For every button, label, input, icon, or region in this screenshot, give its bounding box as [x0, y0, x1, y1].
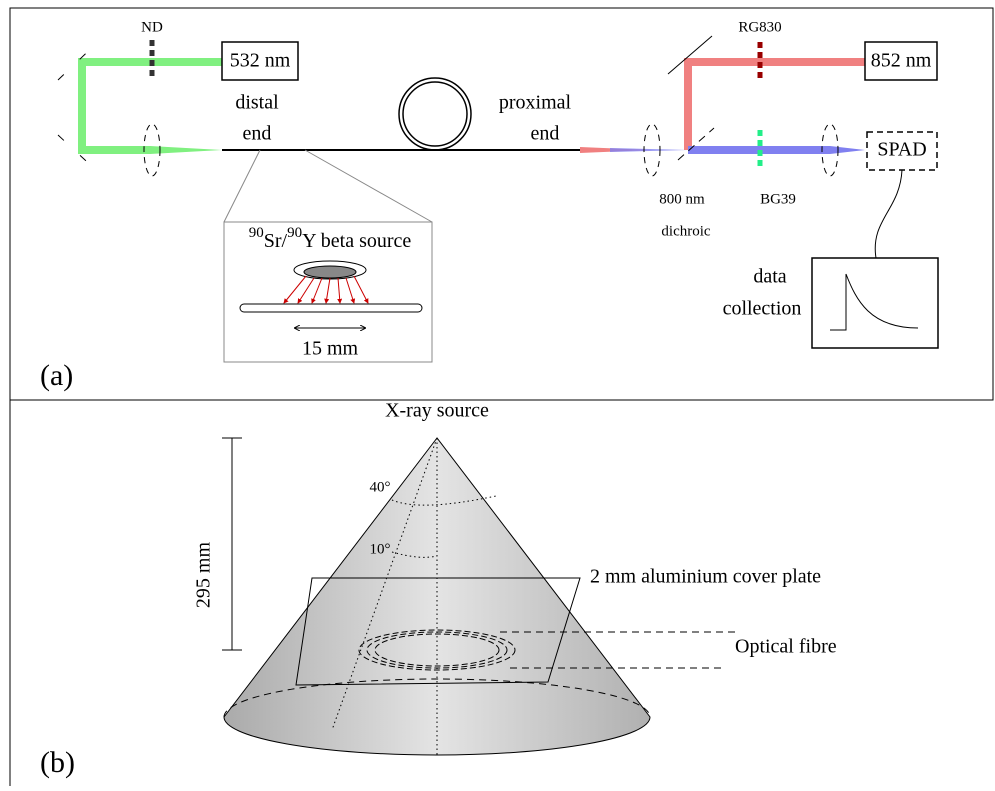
filter-label: ND [141, 19, 163, 35]
fibre-end-label: proximal [499, 92, 572, 114]
filter-label: BG39 [760, 191, 796, 207]
panel-a: (a) ND 532 nm distal end proximal end 90… [40, 19, 938, 391]
dichroic-label: dichroic [661, 223, 710, 239]
fibre-label: Optical fibre [735, 636, 837, 658]
panel-label: (a) [40, 359, 73, 392]
panel-b: (b) X-ray source 295 mm 40° 10° 2 mm alu… [40, 400, 837, 779]
dichroic-label: 800 nm [659, 191, 705, 207]
fibre-end-label: end [531, 123, 560, 145]
element: Sr/ [264, 230, 288, 252]
isotope: 90 [249, 225, 264, 241]
angle-label: 10° [370, 541, 391, 557]
fibre-end-label: distal [235, 92, 279, 114]
detector-label: SPAD [877, 139, 926, 161]
element: Y beta source [302, 230, 411, 252]
filter-label: RG830 [738, 19, 781, 35]
length-label: 15 mm [302, 338, 359, 360]
daq-label: data [753, 266, 786, 288]
plate-label: 2 mm aluminium cover plate [590, 566, 821, 588]
angle-label: 40° [370, 479, 391, 495]
fibre-end-label: end [243, 123, 272, 145]
daq-label: collection [723, 298, 802, 320]
source-label: X-ray source [385, 400, 489, 422]
laser-label: 852 nm [871, 50, 932, 72]
source-label: 90Sr/90Y beta source [249, 225, 412, 251]
distance-label: 295 mm [193, 542, 215, 609]
figure: (a) ND 532 nm distal end proximal end 90… [0, 0, 995, 786]
laser-label: 532 nm [230, 50, 291, 72]
panel-label: (b) [40, 746, 75, 779]
isotope: 90 [287, 225, 302, 241]
